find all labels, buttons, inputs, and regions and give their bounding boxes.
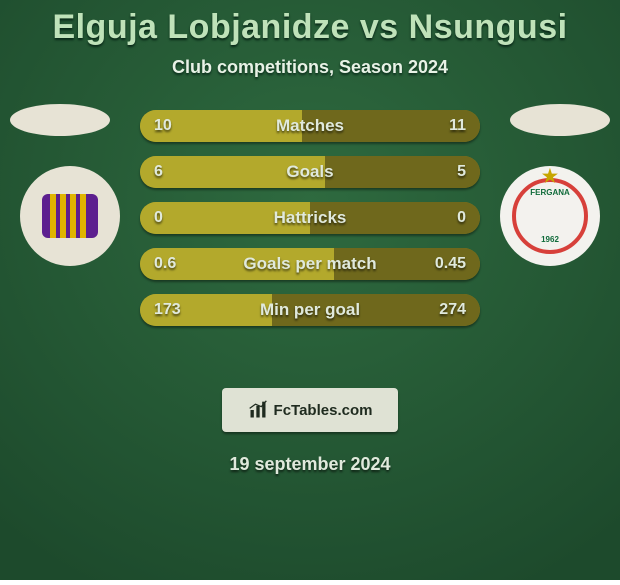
- player-photo-left: [10, 104, 110, 136]
- club-emblem-left: [42, 194, 98, 238]
- stat-value-right: 5: [457, 156, 466, 188]
- stat-row: Matches10 11: [140, 110, 480, 142]
- player-photo-right: [510, 104, 610, 136]
- bar-chart-icon: [248, 400, 268, 420]
- stat-bars: Matches10 11 Goals6 5 Hattricks0 0 Goals per m…: [140, 110, 480, 340]
- star-icon: ★: [542, 166, 558, 187]
- stat-value-left: 10: [154, 110, 172, 142]
- stat-value-left: 0.6: [154, 248, 176, 280]
- comparison-arena: ★ FERGANA 1962 Matches10 11 Goals6 5 Hattric…: [0, 110, 620, 370]
- stat-value-right: 11: [449, 110, 466, 142]
- stat-value-left: 0: [154, 202, 163, 234]
- stat-row: Goals per match0.6 0.45: [140, 248, 480, 280]
- stat-value-right: 274: [439, 294, 466, 326]
- brand-label: FcTables.com: [274, 402, 373, 419]
- stat-value-right: 0.45: [435, 248, 466, 280]
- club-badge-right: ★ FERGANA 1962: [500, 166, 600, 266]
- stat-label: Min per goal: [140, 294, 480, 326]
- stat-value-left: 6: [154, 156, 163, 188]
- content-root: Elguja Lobjanidze vs Nsungusi Club compe…: [0, 0, 620, 580]
- stat-label: Matches: [140, 110, 480, 142]
- stat-label: Goals per match: [140, 248, 480, 280]
- stat-row: Goals6 5: [140, 156, 480, 188]
- club-emblem-right: ★ FERGANA 1962: [512, 178, 588, 254]
- club-right-top-text: FERGANA: [530, 188, 570, 197]
- stat-value-right: 0: [457, 202, 466, 234]
- page-title: Elguja Lobjanidze vs Nsungusi: [0, 0, 620, 47]
- club-badge-left: [20, 166, 120, 266]
- date-label: 19 september 2024: [0, 454, 620, 475]
- page-subtitle: Club competitions, Season 2024: [0, 57, 620, 78]
- stat-label: Goals: [140, 156, 480, 188]
- stat-row: Hattricks0 0: [140, 202, 480, 234]
- stat-row: Min per goal173 274: [140, 294, 480, 326]
- brand-box[interactable]: FcTables.com: [222, 388, 398, 432]
- stat-label: Hattricks: [140, 202, 480, 234]
- stat-value-left: 173: [154, 294, 181, 326]
- club-right-year: 1962: [541, 235, 559, 244]
